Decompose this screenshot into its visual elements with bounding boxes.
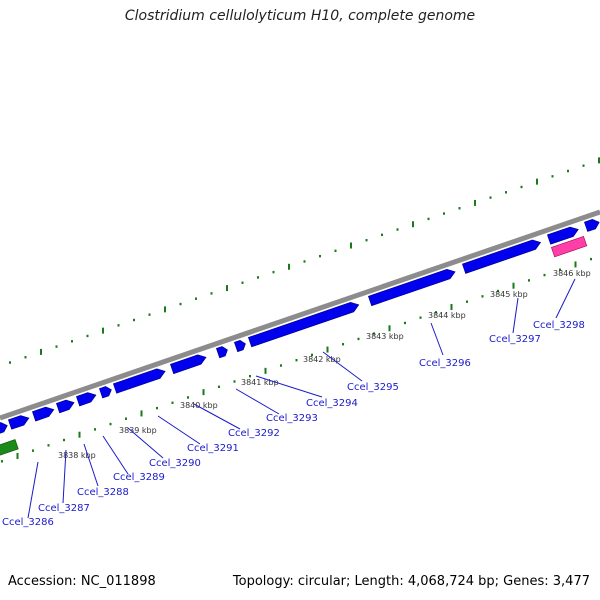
gene-label-leader xyxy=(27,461,39,519)
gene-label-leader xyxy=(512,297,519,334)
gene-label-leader xyxy=(62,449,67,504)
gene-arrow[interactable] xyxy=(31,405,55,422)
gene-arrow[interactable] xyxy=(0,421,9,435)
gene-label[interactable]: Ccel_3288 xyxy=(77,487,129,498)
gene-arrow[interactable] xyxy=(98,385,113,399)
gene-label[interactable]: Ccel_3297 xyxy=(489,334,541,345)
gene-labels: Ccel_3286 Ccel_3287 Ccel_3288 Ccel_3289 Ccel… xyxy=(2,278,585,528)
gene-label-leader xyxy=(193,403,241,430)
gene-arrow[interactable] xyxy=(169,353,207,375)
inner-tick-track xyxy=(1,257,592,463)
gene-label-leader xyxy=(235,388,280,415)
map-title: Clostridium cellulolyticum H10, complete… xyxy=(124,8,476,24)
gene-arrow[interactable] xyxy=(55,398,75,414)
gene-label-leader xyxy=(102,435,129,475)
gene-label[interactable]: Ccel_3296 xyxy=(419,358,471,369)
gene-arrow[interactable] xyxy=(215,345,229,359)
gene-arrow[interactable] xyxy=(7,413,30,430)
scale-label: 3838 kbp xyxy=(58,451,96,460)
gene-arrow[interactable] xyxy=(546,225,580,245)
gene-label-leader xyxy=(157,415,201,445)
scale-labels: 3838 kbp 3839 kbp 3840 kbp 3841 kbp 3842 kbp… xyxy=(58,269,591,460)
gene-arrow-pink[interactable] xyxy=(550,236,588,258)
scale-label: 3841 kbp xyxy=(241,378,279,387)
gene-label[interactable]: Ccel_3291 xyxy=(187,443,239,454)
scale-label: 3843 kbp xyxy=(366,332,404,341)
genome-stats-text: Topology: circular; Length: 4,068,724 bp… xyxy=(232,574,590,589)
gene-label[interactable]: Ccel_3298 xyxy=(533,320,585,331)
gene-label-leader xyxy=(255,375,323,398)
accession-text: Accession: NC_011898 xyxy=(8,574,156,589)
gene-label[interactable]: Ccel_3295 xyxy=(347,382,399,393)
outer-tick-track xyxy=(9,157,600,364)
gene-label[interactable]: Ccel_3289 xyxy=(113,472,165,483)
scale-label: 3845 kbp xyxy=(490,290,528,299)
scale-label: 3839 kbp xyxy=(119,426,157,435)
gene-label-leader xyxy=(127,427,164,459)
genome-backbone xyxy=(0,209,600,421)
gene-label-leader xyxy=(430,322,444,356)
gene-arrow[interactable] xyxy=(112,367,166,394)
gene-arrow-green[interactable] xyxy=(0,439,19,458)
scale-label: 3840 kbp xyxy=(180,401,218,410)
gene-arrow[interactable] xyxy=(247,300,360,348)
gene-label[interactable]: Ccel_3290 xyxy=(149,458,201,469)
gene-arrow[interactable] xyxy=(583,218,600,232)
gene-arrow[interactable] xyxy=(233,339,247,353)
gene-track xyxy=(0,218,600,458)
scale-label: 3842 kbp xyxy=(303,355,341,364)
gene-arrow[interactable] xyxy=(75,390,97,407)
gene-label[interactable]: Ccel_3287 xyxy=(38,503,90,514)
gene-label[interactable]: Ccel_3293 xyxy=(266,413,318,424)
gene-arrow[interactable] xyxy=(461,238,542,274)
scale-label: 3844 kbp xyxy=(428,311,466,320)
gene-arrow[interactable] xyxy=(367,267,456,307)
gene-label-leader xyxy=(83,443,99,487)
gene-label[interactable]: Ccel_3286 xyxy=(2,517,54,528)
gene-label[interactable]: Ccel_3294 xyxy=(306,398,358,409)
gene-label-leader xyxy=(322,351,363,382)
scale-label: 3846 kbp xyxy=(553,269,591,278)
gene-label-leader xyxy=(555,278,576,319)
gene-label[interactable]: Ccel_3292 xyxy=(228,428,280,439)
